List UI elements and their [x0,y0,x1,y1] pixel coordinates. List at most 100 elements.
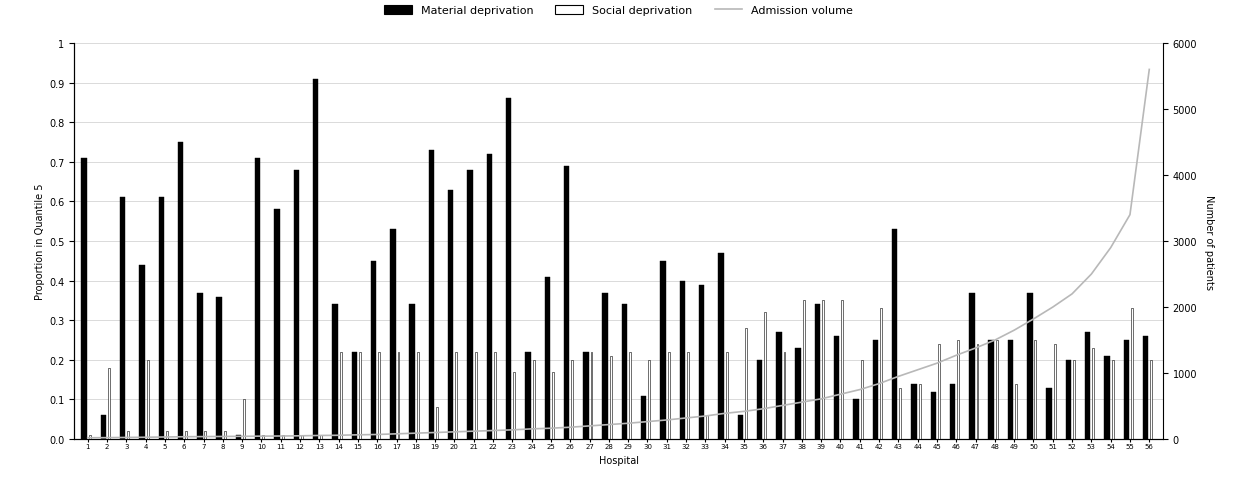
Bar [912,384,917,439]
Bar [262,435,265,439]
Bar [282,435,283,439]
Bar [293,170,299,439]
Bar [641,396,647,439]
Bar [996,341,998,439]
Bar [976,345,978,439]
Bar [764,313,766,439]
Bar [544,277,550,439]
Bar [82,159,87,439]
Bar [1112,360,1113,439]
Bar [564,166,569,439]
Bar [1123,341,1129,439]
Bar [197,293,203,439]
Bar [938,345,940,439]
Bar [390,230,396,439]
Bar [429,151,434,439]
Bar [455,352,458,439]
Y-axis label: Proportion in Quantile 5: Proportion in Quantile 5 [35,183,45,300]
Bar [313,80,318,439]
Bar [333,305,338,439]
Bar [930,392,936,439]
Bar [475,352,476,439]
Line: Admission volume: Admission volume [88,70,1149,438]
Bar [1085,332,1090,439]
Bar [1092,348,1095,439]
Bar [854,400,858,439]
Bar [147,360,148,439]
Bar [571,360,573,439]
Bar [448,190,454,439]
Bar [1027,293,1033,439]
Bar [127,431,129,439]
Bar [872,341,878,439]
Bar [726,352,727,439]
Bar [583,352,589,439]
Bar [841,301,844,439]
Bar [687,352,689,439]
Bar [178,142,183,439]
Bar [1047,388,1051,439]
Bar [745,328,747,439]
Bar [513,372,516,439]
Admission volume [776,403,790,408]
Bar [661,262,666,439]
Bar [244,400,245,439]
Bar [216,297,221,439]
Bar [1008,341,1013,439]
Bar [351,352,357,439]
Bar [236,435,241,439]
Bar [590,352,593,439]
Admission volume [80,435,95,441]
Bar [275,210,280,439]
Admission volume [100,435,115,441]
Bar [803,301,805,439]
Bar [699,285,704,439]
Bar [204,431,207,439]
Bar [526,352,531,439]
Bar [494,352,496,439]
Bar [950,384,955,439]
Bar [468,170,473,439]
Admission volume [891,374,905,380]
Bar [166,431,168,439]
Bar [224,431,225,439]
Bar [320,435,322,439]
Bar [1054,345,1055,439]
Bar [988,341,993,439]
Bar [301,435,303,439]
Bar [486,155,492,439]
Admission volume [1142,67,1157,73]
Bar [1072,360,1075,439]
Bar [737,415,743,439]
Bar [397,352,400,439]
Bar [120,198,125,439]
Bar [379,352,380,439]
Bar [919,384,920,439]
Bar [140,265,145,439]
Bar [158,198,165,439]
Bar [630,352,631,439]
Bar [783,352,785,439]
Admission volume [679,415,694,421]
Admission volume [736,408,751,414]
Legend: Material deprivation, Social deprivation, Admission volume: Material deprivation, Social deprivation… [383,5,854,16]
Bar [255,159,261,439]
Bar [957,341,959,439]
Y-axis label: Number of patients: Number of patients [1204,194,1213,289]
Bar [417,352,419,439]
Bar [706,415,709,439]
Bar [1150,360,1152,439]
X-axis label: Hospital: Hospital [599,455,638,465]
Bar [1105,356,1110,439]
Bar [880,309,882,439]
Bar [719,253,724,439]
Admission volume [466,428,481,434]
Bar [823,301,824,439]
Bar [861,360,862,439]
Bar [970,293,975,439]
Bar [610,356,612,439]
Bar [648,360,651,439]
Bar [340,352,341,439]
Bar [892,230,897,439]
Bar [409,305,414,439]
